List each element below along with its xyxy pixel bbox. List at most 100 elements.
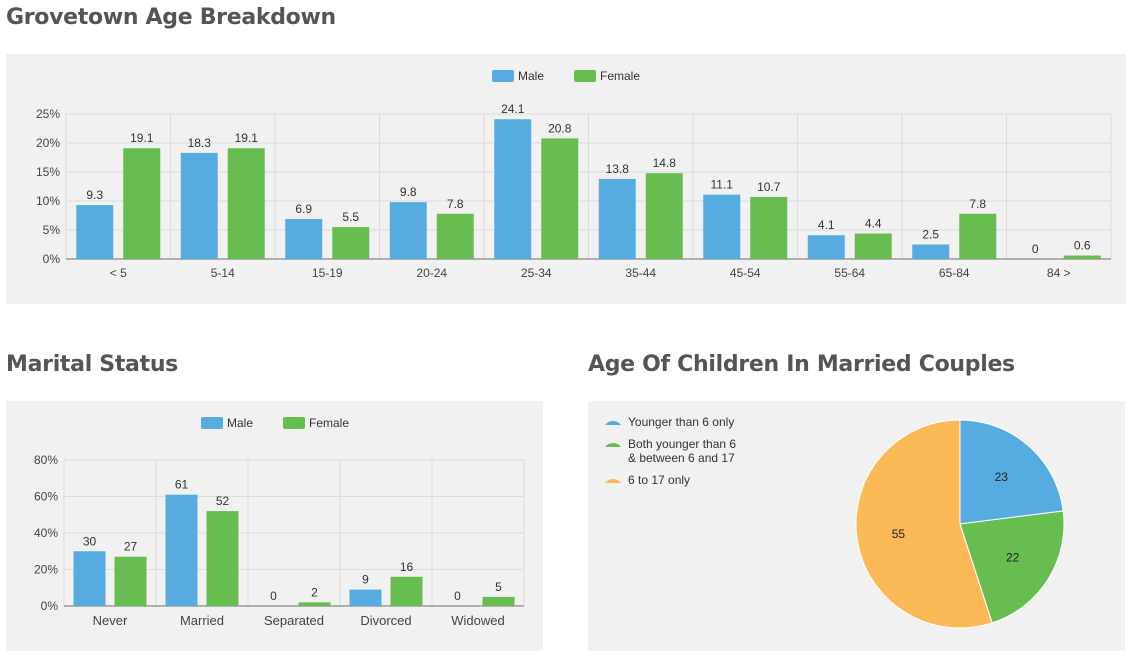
data-label: 11.1	[711, 178, 734, 192]
data-label: 7.8	[969, 197, 986, 211]
data-label: 0	[454, 589, 461, 603]
marital-status-title: Marital Status	[6, 352, 178, 377]
data-label: 0	[1032, 242, 1039, 256]
legend-label-male: Male	[518, 69, 544, 83]
data-label: 16	[400, 560, 414, 574]
age-breakdown-title: Grovetown Age Breakdown	[6, 5, 336, 30]
bar-male-5[interactable]	[76, 205, 114, 259]
y-tick-label: 80%	[34, 453, 58, 467]
y-tick-label: 60%	[34, 490, 58, 504]
data-label: 27	[124, 540, 138, 554]
data-label: 2.5	[922, 228, 939, 242]
age-chart-panel: 0% 5% 10% 15% 20% 25% 9.3 19.1 < 5 18.3 19.1 5-14 6.…	[6, 54, 1126, 304]
data-label: 2	[311, 585, 318, 599]
x-category-label: Divorced	[360, 613, 411, 628]
y-tick-label: 0%	[43, 252, 61, 266]
bar-female-65-84[interactable]	[959, 213, 997, 259]
legend-label-female: Female	[600, 69, 640, 83]
x-category-label: 35-44	[625, 266, 656, 280]
y-tick-label: 0%	[41, 599, 59, 613]
pie-slice-6-to-17-only[interactable]	[855, 419, 993, 629]
x-category-label: Never	[93, 613, 128, 628]
bar-female-55-64[interactable]	[854, 233, 892, 259]
bar-male-20-24[interactable]	[389, 202, 427, 259]
pie-slice-both-younger-than-6-between-6-and-17[interactable]	[959, 510, 1065, 624]
legend-label-younger-than-6-only: Younger than 6 only	[628, 415, 734, 429]
pie-slice-value: 22	[1006, 550, 1020, 564]
bar-female-84[interactable]	[1063, 255, 1101, 259]
bar-female-divorced[interactable]	[390, 576, 423, 606]
bar-female-separated[interactable]	[298, 602, 331, 606]
legend-label-female: Female	[309, 416, 349, 430]
bar-female-5-14[interactable]	[227, 148, 265, 259]
y-tick-label: 20%	[34, 563, 58, 577]
x-category-label: 55-64	[834, 266, 865, 280]
pie-slice-value: 55	[892, 527, 906, 541]
legend-swatch-younger-than-6-only	[605, 421, 621, 425]
bar-female-25-34[interactable]	[541, 138, 579, 259]
data-label: 6.9	[295, 202, 312, 216]
data-label: 20.8	[548, 121, 572, 135]
bar-female-widowed[interactable]	[482, 596, 515, 606]
y-tick-label: 25%	[36, 107, 60, 121]
legend-swatch-male	[201, 417, 223, 429]
x-category-label: < 5	[110, 266, 127, 280]
y-tick-label: 20%	[36, 136, 60, 150]
y-tick-label: 40%	[34, 526, 58, 540]
legend-swatch-female	[283, 417, 305, 429]
children-age-title: Age Of Children In Married Couples	[588, 352, 1015, 377]
bar-female-never[interactable]	[114, 556, 147, 606]
data-label: 24.1	[501, 102, 525, 116]
bar-male-divorced[interactable]	[349, 589, 382, 606]
bar-male-45-54[interactable]	[703, 194, 741, 259]
age-bar-chart: 0% 5% 10% 15% 20% 25% 9.3 19.1 < 5 18.3 19.1 5-14 6.…	[36, 69, 1112, 280]
pie-slice-value: 23	[995, 470, 1009, 484]
marital-chart-panel: 0% 20% 40% 60% 80% 30 27 Never 61 52 Married 0 2 Sepa…	[6, 401, 543, 651]
data-label: 61	[175, 478, 189, 492]
legend-label-male: Male	[227, 416, 253, 430]
x-category-label: Widowed	[451, 613, 504, 628]
y-tick-label: 5%	[43, 223, 61, 237]
y-tick-label: 15%	[36, 165, 60, 179]
x-category-label: 45-54	[730, 266, 761, 280]
data-label: 4.4	[865, 216, 882, 230]
bar-male-25-34[interactable]	[494, 119, 532, 259]
data-label: 9	[362, 573, 369, 587]
data-label: 0	[270, 589, 277, 603]
data-label: 19.1	[235, 131, 259, 145]
bar-female-45-54[interactable]	[750, 196, 788, 259]
legend-swatch-both-younger-than-6-between-6-and-17	[605, 443, 621, 447]
bar-female-5[interactable]	[123, 148, 161, 259]
children-pie-chart: 23 22 55 Younger than 6 only Both younger th…	[605, 415, 1065, 629]
data-label: 9.3	[86, 188, 103, 202]
bar-male-never[interactable]	[73, 551, 106, 606]
bar-male-married[interactable]	[165, 494, 198, 606]
bar-female-married[interactable]	[206, 511, 239, 606]
pie-slice-younger-than-6-only[interactable]	[959, 419, 1064, 525]
bar-male-65-84[interactable]	[912, 244, 950, 260]
legend-swatch-male	[492, 70, 514, 82]
bar-male-5-14[interactable]	[180, 152, 218, 259]
bar-male-15-19[interactable]	[285, 218, 323, 259]
data-label: 5.5	[342, 210, 359, 224]
bar-female-20-24[interactable]	[436, 213, 474, 259]
legend-label-both-younger-than-6-between-6-and-17: Both younger than 6 & between 6 and 17	[628, 437, 736, 465]
bar-male-35-44[interactable]	[598, 178, 636, 259]
x-category-label: 84 >	[1047, 266, 1071, 280]
bar-male-55-64[interactable]	[807, 235, 845, 259]
data-label: 9.8	[400, 185, 417, 199]
marital-bar-chart: 0% 20% 40% 60% 80% 30 27 Never 61 52 Married 0 2 Sepa…	[34, 416, 525, 628]
data-label: 30	[83, 534, 97, 548]
y-tick-label: 10%	[36, 194, 60, 208]
bar-female-35-44[interactable]	[645, 173, 683, 259]
data-label: 52	[216, 494, 230, 508]
legend-label-6-to-17-only: 6 to 17 only	[628, 473, 690, 487]
children-chart-panel: 23 22 55 Younger than 6 only Both younger th…	[588, 401, 1125, 651]
legend-swatch-female	[574, 70, 596, 82]
x-category-label: 15-19	[312, 266, 343, 280]
x-category-label: 65-84	[939, 266, 970, 280]
legend-swatch-6-to-17-only	[605, 479, 621, 483]
data-label: 19.1	[130, 131, 154, 145]
x-category-label: Separated	[264, 613, 324, 628]
bar-female-15-19[interactable]	[332, 227, 370, 259]
